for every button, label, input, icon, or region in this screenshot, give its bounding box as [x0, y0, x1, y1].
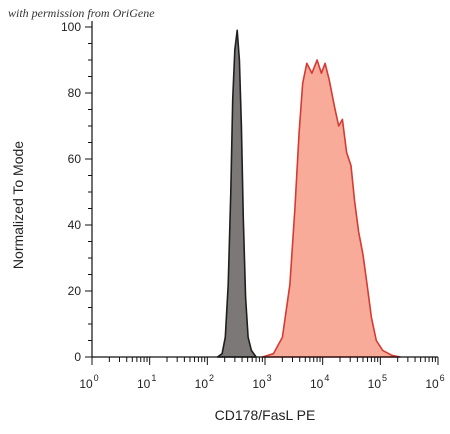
y-tick-label: 80 [68, 86, 82, 100]
axis-layer: 0 20 40 60 80 100 100 101 102 103 104 105 106 [61, 20, 445, 391]
watermark: with permission from OriGene [8, 6, 155, 20]
histogram-series-2 [261, 59, 401, 358]
x-tick-label: 105 [368, 373, 387, 391]
x-tick-label: 104 [310, 373, 329, 391]
y-tick-label: 20 [68, 284, 82, 298]
x-tick-label: 101 [137, 373, 156, 391]
y-tick-label: 60 [68, 152, 82, 166]
x-axis-label: CD178/FasL PE [214, 407, 316, 423]
y-tick-label: 100 [61, 20, 81, 34]
x-tick-label: 103 [252, 373, 271, 391]
histogram-series-1 [216, 29, 257, 358]
x-tick-label: 102 [195, 373, 214, 391]
x-tick-label: 100 [79, 373, 98, 391]
y-tick-label: 40 [68, 218, 82, 232]
series-layer [216, 29, 401, 358]
x-tick-label: 106 [425, 373, 444, 391]
y-tick-label: 0 [74, 350, 81, 364]
